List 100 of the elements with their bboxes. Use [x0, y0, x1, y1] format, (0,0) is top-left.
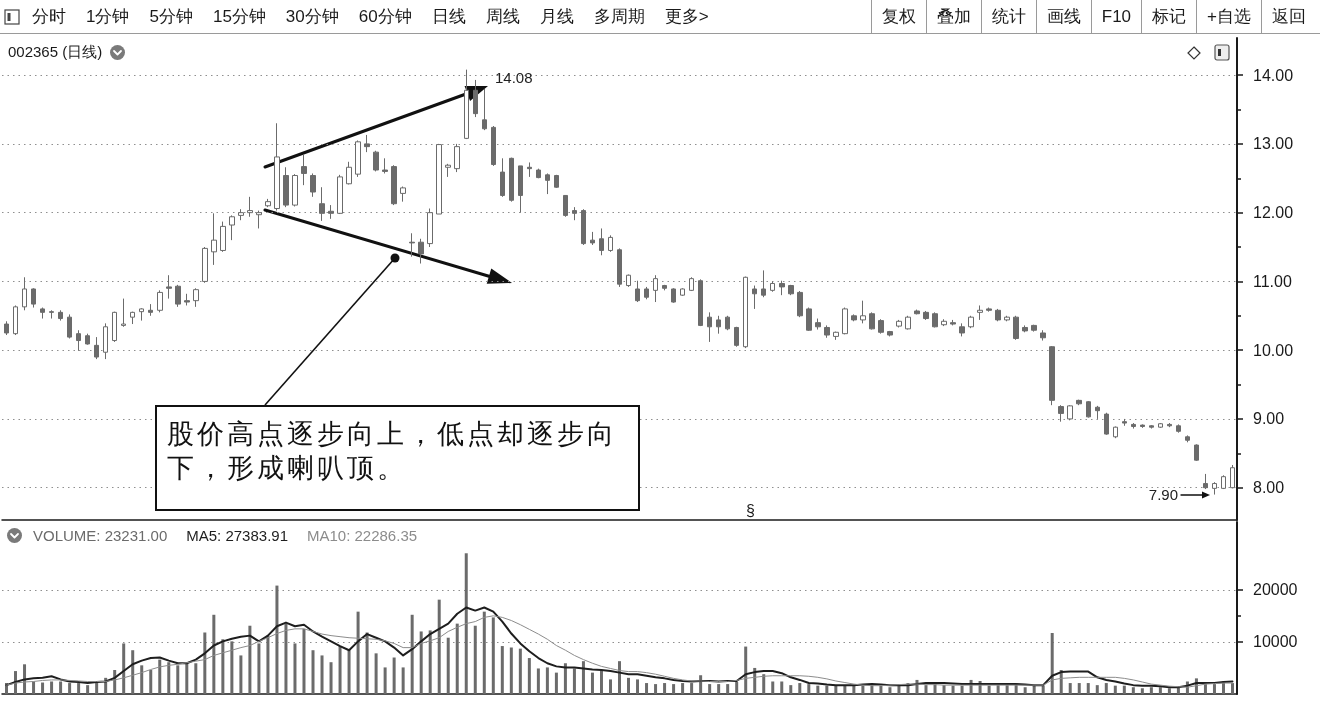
text: 月线	[539, 6, 574, 28]
candlestick	[40, 307, 45, 320]
y-tick-label: 12.00	[1253, 204, 1294, 222]
bar	[681, 683, 685, 694]
bar	[50, 681, 54, 694]
candlestick	[148, 303, 153, 317]
candlestick	[527, 161, 532, 178]
text: 标记	[1141, 0, 1197, 33]
bar	[1158, 687, 1162, 694]
text: 复权	[870, 0, 926, 33]
bar	[374, 653, 378, 694]
bar	[59, 681, 63, 694]
candlestick	[869, 311, 875, 331]
candlestick	[482, 88, 487, 131]
bar	[1212, 684, 1216, 694]
bar	[302, 628, 306, 694]
candlestick	[815, 318, 821, 331]
candlestick	[1203, 473, 1208, 490]
candlestick	[833, 331, 839, 341]
candlestick	[914, 309, 920, 315]
candlestick	[418, 238, 424, 265]
candlestick	[995, 308, 1001, 322]
bar	[536, 668, 540, 694]
candlestick	[238, 208, 244, 221]
bar	[86, 685, 90, 694]
candlestick	[103, 322, 108, 360]
candlestick	[427, 208, 433, 248]
candlestick	[1067, 404, 1073, 421]
bar	[1104, 683, 1108, 694]
candlestick	[283, 166, 289, 208]
candlestick	[265, 198, 271, 208]
text: MA5: 27383.91	[186, 527, 288, 544]
candlestick	[788, 284, 794, 296]
bar	[789, 685, 793, 694]
bar	[329, 662, 333, 694]
bar	[726, 684, 730, 694]
bar	[293, 643, 297, 694]
candlestick	[662, 284, 667, 291]
candlestick	[698, 278, 703, 327]
candlestick	[1031, 324, 1037, 333]
bar	[590, 672, 594, 694]
bar	[176, 665, 180, 694]
candlestick	[1113, 425, 1118, 439]
candlestick	[229, 214, 235, 241]
bar	[392, 657, 396, 694]
y-tick-label: 14.00	[1253, 66, 1294, 84]
bar	[149, 670, 153, 694]
candlestick	[22, 276, 27, 311]
bar	[663, 683, 667, 694]
annotation: §	[746, 502, 755, 520]
candlestick	[328, 204, 334, 220]
text: 60分钟	[358, 6, 412, 28]
bar	[861, 685, 865, 694]
text: 周线	[485, 6, 520, 28]
bar	[987, 685, 991, 694]
candlestick	[130, 311, 135, 325]
candlestick	[887, 330, 893, 337]
text: +自选	[1196, 0, 1261, 33]
candlestick	[536, 168, 541, 179]
candlestick	[554, 174, 559, 189]
candlestick	[247, 196, 253, 218]
candlestick	[391, 164, 397, 206]
candlestick	[337, 174, 343, 215]
candlestick	[58, 309, 63, 322]
candlestick	[599, 227, 604, 256]
bar	[167, 662, 171, 694]
candlestick	[373, 150, 379, 172]
candlestick	[842, 307, 848, 335]
bar	[122, 643, 126, 694]
text: 统计	[980, 0, 1036, 33]
candlestick	[1104, 412, 1109, 436]
candlestick	[1212, 481, 1217, 496]
bar	[563, 663, 567, 694]
bar	[41, 682, 45, 694]
bar	[32, 681, 36, 694]
bar	[581, 661, 585, 694]
bar	[68, 683, 72, 694]
candlestick	[1185, 434, 1190, 443]
candlestick	[346, 161, 352, 185]
candlestick	[112, 311, 117, 343]
bar	[482, 611, 486, 694]
candlestick	[157, 289, 163, 313]
bar	[473, 625, 477, 694]
candlestick	[310, 172, 316, 198]
candlestick	[1140, 423, 1145, 429]
bar	[771, 681, 775, 694]
candlestick	[806, 307, 812, 332]
bar	[311, 650, 315, 694]
candlestick	[409, 232, 415, 258]
candlestick	[85, 333, 90, 346]
bar	[825, 685, 829, 694]
bar	[744, 646, 748, 694]
candlestick	[968, 315, 974, 329]
bar	[960, 685, 964, 694]
text: 返回	[1261, 0, 1316, 33]
candlestick	[1176, 423, 1181, 434]
candlestick	[1058, 404, 1064, 423]
candlestick	[1122, 418, 1127, 427]
bar	[356, 611, 360, 694]
candlestick	[400, 186, 406, 203]
